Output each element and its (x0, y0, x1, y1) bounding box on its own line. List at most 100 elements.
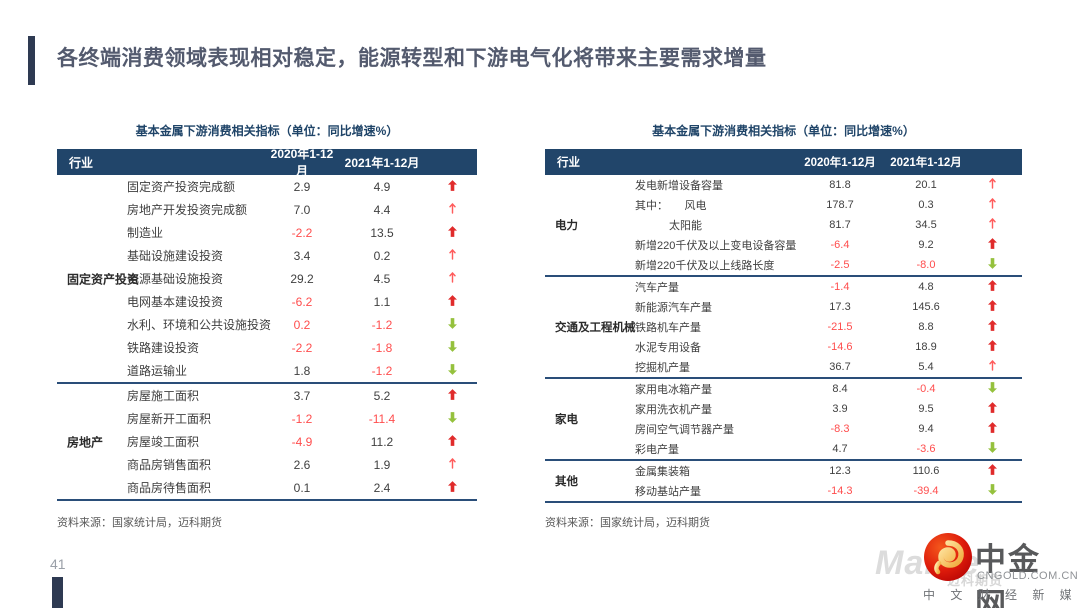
value-2020: 178.7 (826, 199, 854, 211)
table-row: 挖掘机产量 36.7 5.4 (545, 357, 1022, 377)
table-row: 商品房销售面积 2.6 1.9 (57, 453, 477, 476)
table-row: 基础设施建设投资 3.4 0.2 (57, 244, 477, 267)
row-label: 新增220千伏及以上变电设备容量 (635, 240, 797, 252)
value-2020: 1.8 (293, 363, 311, 378)
row-label: 太阳能 (669, 220, 702, 232)
value-2021: -8.0 (916, 259, 936, 271)
row-label: 彩电产量 (635, 444, 679, 456)
trend-cell (962, 484, 1022, 498)
trend-cell (962, 382, 1022, 396)
trend-cell (962, 320, 1022, 334)
trend-up-icon (987, 402, 997, 413)
industry-group: 固定资产投资 固定资产投资完成额 2.9 4.9 房地产开发投资完成额 7.0 4.4 制造业… (57, 175, 477, 382)
industry-group: 其他 金属集装箱 12.3 110.6 移动基站产量 -14.3 -39.4 (545, 459, 1022, 501)
trend-up-icon (447, 179, 457, 191)
row-label: 汽车产量 (635, 282, 679, 294)
table-row: 家用电冰箱产量 8.4 -0.4 (545, 379, 1022, 399)
value-2021: 1.1 (373, 294, 391, 309)
trend-down-icon (447, 363, 457, 375)
value-2021: 9.2 (918, 239, 934, 251)
value-2020: -2.2 (291, 225, 313, 240)
value-2020: 2.6 (293, 457, 311, 472)
value-2021: 5.2 (373, 388, 391, 403)
trend-down-icon (447, 411, 457, 423)
trend-up-icon (447, 388, 457, 400)
table-row: 道路运输业 1.8 -1.2 (57, 359, 477, 382)
table-row: 其中： 风电 178.7 0.3 (545, 195, 1022, 215)
trend-cell (427, 363, 477, 378)
value-2020: -2.5 (830, 259, 850, 271)
value-2020: 2.9 (293, 179, 311, 194)
value-2021: 9.5 (918, 403, 934, 415)
trend-cell (427, 388, 477, 403)
value-2021: -11.4 (368, 411, 396, 426)
value-2021: 4.8 (918, 281, 934, 293)
trend-cell (962, 442, 1022, 456)
trend-cell (427, 411, 477, 426)
value-2021: -1.2 (371, 317, 393, 332)
trend-up-icon (447, 294, 457, 306)
table-row: 新增220千伏及以上变电设备容量 -6.4 9.2 (545, 235, 1022, 255)
row-label: 房屋新开工面积 (127, 412, 212, 426)
trend-cell (427, 202, 477, 217)
row-label: 房地产开发投资完成额 (127, 203, 248, 217)
value-2020: -14.6 (827, 341, 853, 353)
table-row: 发电新增设备容量 81.8 20.1 (545, 175, 1022, 195)
trend-cell (962, 218, 1022, 232)
trend-cell (962, 464, 1022, 478)
value-2021: 5.4 (918, 361, 934, 373)
value-2020: 7.0 (293, 202, 311, 217)
table-row: 金属集装箱 12.3 110.6 (545, 461, 1022, 481)
row-label: 商品房待售面积 (127, 481, 212, 495)
table-row: 移动基站产量 -14.3 -39.4 (545, 481, 1022, 501)
value-2021: 2.4 (373, 480, 391, 495)
trend-cell (962, 422, 1022, 436)
value-2021: 4.9 (373, 179, 391, 194)
trend-down-icon (987, 484, 997, 495)
cngold-cloud-icon (924, 533, 972, 581)
value-2020: 36.7 (829, 361, 851, 373)
row-label: 水利、环境和公共设施投资 (127, 318, 272, 332)
value-2021: 18.9 (915, 341, 937, 353)
trend-up-icon (987, 280, 997, 291)
industry-group: 家电 家用电冰箱产量 8.4 -0.4 家用洗衣机产量 3.9 9.5 房间空气调节器产量 -8… (545, 377, 1022, 459)
row-label: 铁路机车产量 (635, 322, 701, 334)
value-2021: 4.5 (373, 271, 391, 286)
trend-down-icon (987, 442, 997, 453)
table-row: 铁路建设投资 -2.2 -1.8 (57, 336, 477, 359)
value-2020: 3.7 (293, 388, 311, 403)
table-row: 彩电产量 4.7 -3.6 (545, 439, 1022, 459)
trend-cell (427, 248, 477, 263)
trend-up-icon (987, 300, 997, 311)
logo-domain: CNGOLD.COM.CN (977, 570, 1079, 582)
row-label: 挖掘机产量 (635, 362, 690, 374)
trend-down-icon (987, 258, 997, 269)
value-2020: -4.9 (291, 434, 313, 449)
consumption-table-right: 基本金属下游消费相关指标（单位：同比增速%） 行业 2020年1-12月 202… (545, 122, 1022, 503)
value-2021: 145.6 (912, 301, 940, 313)
value-2020: 12.3 (829, 465, 851, 477)
row-label: 基础设施建设投资 (127, 249, 224, 263)
row-label: 固定资产投资完成额 (127, 180, 236, 194)
logo-tagline: 中 文 财 经 新 媒 体 (923, 588, 1080, 602)
trend-cell (962, 198, 1022, 212)
value-2021: -39.4 (913, 485, 939, 497)
value-2021: 0.2 (373, 248, 391, 263)
table-row: 家用洗衣机产量 3.9 9.5 (545, 399, 1022, 419)
value-2020: 81.8 (829, 179, 851, 191)
trend-up-icon (447, 434, 457, 446)
value-2021: 0.3 (918, 199, 934, 211)
value-2021: 13.5 (370, 225, 394, 240)
row-label: 铁路建设投资 (127, 341, 200, 355)
industry-group: 电力 发电新增设备容量 81.8 20.1 其中： 风电 178.7 0.3 太阳能 81.7 3… (545, 175, 1022, 275)
table-title: 基本金属下游消费相关指标（单位：同比增速%） (135, 124, 399, 138)
row-label: 家用电冰箱产量 (635, 384, 712, 396)
source-note-left: 资料来源：国家统计局，迈科期货 (57, 517, 222, 529)
group-label: 交通及工程机械 (555, 322, 636, 334)
value-2021: 9.4 (918, 423, 934, 435)
trend-up-icon (988, 178, 996, 189)
value-2020: -14.3 (827, 485, 853, 497)
value-2020: -6.4 (830, 239, 850, 251)
value-2021: 11.2 (370, 434, 394, 449)
trend-up-icon (987, 238, 997, 249)
